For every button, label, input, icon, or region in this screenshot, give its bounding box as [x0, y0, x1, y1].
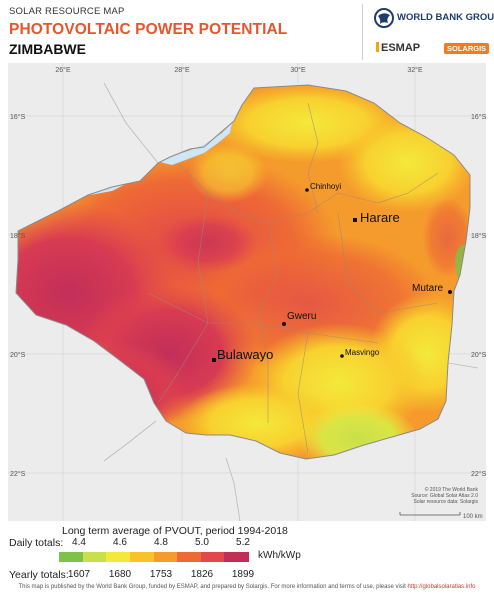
lat-label-16-w: 16°S [10, 113, 26, 121]
city-label-masvingo: Masvingo [345, 348, 380, 357]
city-marker-mutare [448, 290, 452, 294]
city-label-gweru: Gweru [287, 311, 316, 322]
footer-link[interactable]: http://globalsolaratlas.info [407, 584, 476, 590]
world-bank-wordmark: WORLD BANK GROUP [397, 12, 494, 23]
daily-tick-3: 4.8 [154, 537, 168, 548]
esmap-logo: ESMAP [376, 42, 420, 54]
scale-bar: 100 km [399, 512, 483, 520]
country-name: ZIMBABWE [9, 41, 86, 57]
legend-swatch [177, 552, 202, 562]
legend-swatch [59, 552, 84, 562]
lat-label-20-w: 20°S [10, 351, 26, 359]
credit-line-2: Source: Global Solar Atlas 2.0 [411, 493, 478, 499]
scale-label: 100 km [463, 514, 483, 520]
legend-swatch [224, 552, 249, 562]
globe-icon [374, 8, 394, 28]
lat-label-22-e: 22°S [471, 470, 486, 478]
yearly-totals-label: Yearly totals: [9, 569, 69, 581]
yearly-tick-4: 1826 [190, 569, 214, 580]
city-marker-gweru [282, 322, 286, 326]
legend-swatch [106, 552, 131, 562]
city-label-bulawayo: Bulawayo [217, 347, 273, 362]
lat-label-18-e: 18°S [471, 232, 486, 240]
daily-tick-4: 5.0 [195, 537, 209, 548]
header-divider [362, 4, 363, 60]
daily-totals-label: Daily totals: [9, 537, 64, 549]
map-kicker: SOLAR RESOURCE MAP [9, 6, 125, 17]
pvout-map: 26°E 28°E 30°E 32°E 16°S 18°S 20°S 22°S … [8, 63, 486, 521]
city-label-chinhoyi: Chinhoyi [310, 182, 341, 191]
map-title: PHOTOVOLTAIC POWER POTENTIAL [9, 21, 288, 38]
yearly-tick-3: 1753 [149, 569, 173, 580]
credit-line-1: © 2019 The World Bank [425, 486, 479, 493]
lon-label-32: 32°E [407, 66, 423, 74]
daily-tick-1: 4.4 [72, 537, 86, 548]
footer-text: This map is published by the World Bank … [18, 584, 406, 590]
lat-label-20-e: 20°S [471, 351, 486, 359]
lon-label-28: 28°E [174, 66, 190, 74]
lat-label-22-w: 22°S [10, 470, 26, 478]
lon-label-26: 26°E [55, 66, 71, 74]
lat-label-18-w: 18°S [10, 232, 26, 240]
world-bank-logo: WORLD BANK GROUP [374, 8, 494, 30]
city-label-harare: Harare [360, 210, 400, 225]
daily-tick-2: 4.6 [113, 537, 127, 548]
daily-tick-5: 5.2 [236, 537, 250, 548]
solargis-logo: SOLARGIS [444, 43, 490, 54]
yearly-tick-5: 1899 [231, 569, 255, 580]
credit-line-3: Solar resource data: Solargis [414, 499, 479, 505]
legend-unit: kWh/kWp [258, 550, 301, 561]
legend-swatch [82, 552, 107, 562]
lat-label-16-e: 16°S [471, 113, 486, 121]
city-marker-harare [353, 218, 357, 222]
legend-swatch [129, 552, 154, 562]
city-marker-chinhoyi [305, 188, 309, 192]
lon-label-30: 30°E [290, 66, 306, 74]
yearly-tick-2: 1680 [108, 569, 132, 580]
legend-swatch [200, 552, 225, 562]
yearly-tick-1: 1607 [67, 569, 91, 580]
legend-title: Long term average of PVOUT, period 1994-… [62, 525, 288, 537]
city-marker-masvingo [340, 354, 344, 358]
city-label-mutare: Mutare [412, 283, 444, 294]
legend-swatch [153, 552, 178, 562]
footer-note: This map is published by the World Bank … [0, 584, 494, 590]
city-marker-bulawayo [212, 358, 216, 362]
